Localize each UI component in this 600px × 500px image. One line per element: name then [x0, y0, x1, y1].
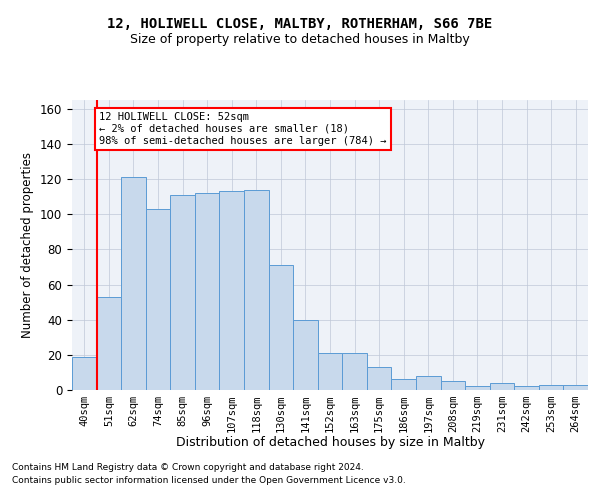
Text: Distribution of detached houses by size in Maltby: Distribution of detached houses by size …: [176, 436, 485, 449]
Text: 12, HOLIWELL CLOSE, MALTBY, ROTHERHAM, S66 7BE: 12, HOLIWELL CLOSE, MALTBY, ROTHERHAM, S…: [107, 18, 493, 32]
Y-axis label: Number of detached properties: Number of detached properties: [22, 152, 34, 338]
Bar: [465, 386, 490, 390]
Bar: [72, 356, 97, 390]
Bar: [318, 353, 342, 390]
Bar: [170, 195, 195, 390]
Text: 12 HOLIWELL CLOSE: 52sqm
← 2% of detached houses are smaller (18)
98% of semi-de: 12 HOLIWELL CLOSE: 52sqm ← 2% of detache…: [99, 112, 386, 146]
Bar: [416, 376, 440, 390]
Bar: [220, 192, 244, 390]
Bar: [121, 178, 146, 390]
Bar: [195, 193, 220, 390]
Bar: [514, 386, 539, 390]
Bar: [342, 353, 367, 390]
Bar: [563, 384, 588, 390]
Bar: [97, 297, 121, 390]
Bar: [539, 384, 563, 390]
Bar: [293, 320, 318, 390]
Text: Contains HM Land Registry data © Crown copyright and database right 2024.: Contains HM Land Registry data © Crown c…: [12, 464, 364, 472]
Bar: [146, 209, 170, 390]
Bar: [391, 380, 416, 390]
Bar: [244, 190, 269, 390]
Text: Size of property relative to detached houses in Maltby: Size of property relative to detached ho…: [130, 32, 470, 46]
Bar: [440, 381, 465, 390]
Text: Contains public sector information licensed under the Open Government Licence v3: Contains public sector information licen…: [12, 476, 406, 485]
Bar: [490, 383, 514, 390]
Bar: [269, 265, 293, 390]
Bar: [367, 367, 391, 390]
